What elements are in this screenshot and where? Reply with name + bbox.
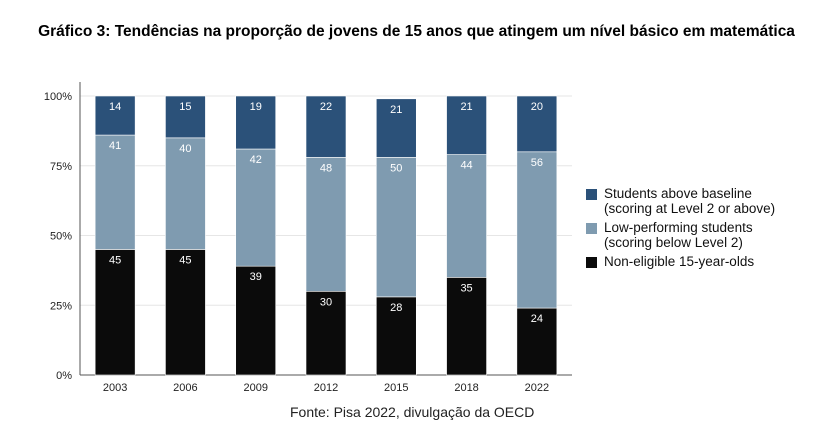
data-label: 28 bbox=[390, 302, 402, 314]
legend-swatch-noneligible bbox=[586, 257, 597, 268]
data-label: 19 bbox=[250, 101, 262, 113]
bar-segment bbox=[446, 277, 487, 376]
x-tick-label: 2006 bbox=[173, 382, 197, 394]
bar-segment bbox=[165, 137, 206, 250]
x-tick-label: 2015 bbox=[384, 382, 408, 394]
data-label: 40 bbox=[179, 143, 191, 155]
data-label: 45 bbox=[179, 254, 191, 266]
bar-segment bbox=[305, 290, 347, 376]
data-label: 21 bbox=[390, 104, 402, 116]
bar-segment bbox=[446, 95, 487, 155]
x-tick-label: 2022 bbox=[525, 382, 549, 394]
data-label: 44 bbox=[460, 160, 472, 172]
bar-segment bbox=[375, 296, 417, 376]
data-label: 48 bbox=[320, 162, 332, 174]
bar-segment bbox=[165, 249, 206, 376]
chart-legend: Students above baseline (scoring at Leve… bbox=[586, 186, 775, 273]
data-label: 20 bbox=[531, 101, 543, 113]
bar-segment bbox=[94, 249, 136, 376]
y-tick-label: 0% bbox=[56, 370, 72, 382]
chart-title: Gráfico 3: Tendências na proporção de jo… bbox=[38, 23, 795, 40]
y-tick-label: 25% bbox=[50, 300, 72, 312]
bar-segment bbox=[446, 154, 487, 278]
legend-swatch-low bbox=[586, 223, 597, 234]
bar-segment bbox=[375, 98, 417, 158]
data-label: 39 bbox=[250, 271, 262, 283]
x-tick-label: 2009 bbox=[243, 382, 267, 394]
legend-label-noneligible: Non-eligible 15-year-olds bbox=[604, 254, 755, 269]
data-label: 14 bbox=[109, 101, 121, 113]
stacked-bar-chart: 0% 25% 50% 75% 100% 45 41 14 2003 45 40 15 2006 39 42 1… bbox=[44, 82, 572, 394]
data-label: 41 bbox=[109, 140, 121, 152]
data-label: 50 bbox=[390, 162, 402, 174]
data-label: 22 bbox=[320, 101, 332, 113]
data-label: 56 bbox=[531, 157, 543, 169]
legend-item-low: Low-performing students (scoring below L… bbox=[586, 220, 775, 250]
data-label: 45 bbox=[109, 254, 121, 266]
legend-item-noneligible: Non-eligible 15-year-olds bbox=[586, 254, 775, 269]
bar-segment bbox=[235, 95, 277, 150]
legend-item-above: Students above baseline (scoring at Leve… bbox=[586, 186, 775, 216]
bar-segment bbox=[375, 157, 417, 298]
data-label: 21 bbox=[460, 101, 472, 113]
legend-swatch-above bbox=[586, 189, 597, 200]
legend-label-above: Students above baseline (scoring at Leve… bbox=[604, 186, 776, 216]
y-tick-label: 75% bbox=[50, 161, 72, 173]
x-tick-label: 2003 bbox=[103, 382, 127, 394]
data-label: 15 bbox=[179, 101, 191, 113]
data-label: 24 bbox=[531, 313, 543, 325]
bar-segment bbox=[94, 134, 136, 250]
x-tick-label: 2012 bbox=[314, 382, 338, 394]
bar-segment bbox=[516, 151, 558, 309]
legend-label-low: Low-performing students (scoring below L… bbox=[604, 220, 753, 250]
bar-segment bbox=[235, 265, 277, 376]
source-note: Fonte: Pisa 2022, divulgação da OECD bbox=[290, 404, 535, 420]
bar-segment bbox=[305, 157, 347, 292]
data-label: 35 bbox=[460, 282, 472, 294]
data-label: 30 bbox=[320, 296, 332, 308]
bar-segment bbox=[165, 95, 206, 139]
y-tick-label: 50% bbox=[50, 231, 72, 243]
bar-segment bbox=[305, 95, 347, 158]
data-label: 42 bbox=[250, 154, 262, 166]
bar-segment bbox=[94, 95, 136, 136]
bar-segment bbox=[235, 148, 277, 267]
x-tick-label: 2018 bbox=[454, 382, 478, 394]
y-tick-label: 100% bbox=[44, 91, 72, 103]
bar-segment bbox=[516, 95, 558, 153]
